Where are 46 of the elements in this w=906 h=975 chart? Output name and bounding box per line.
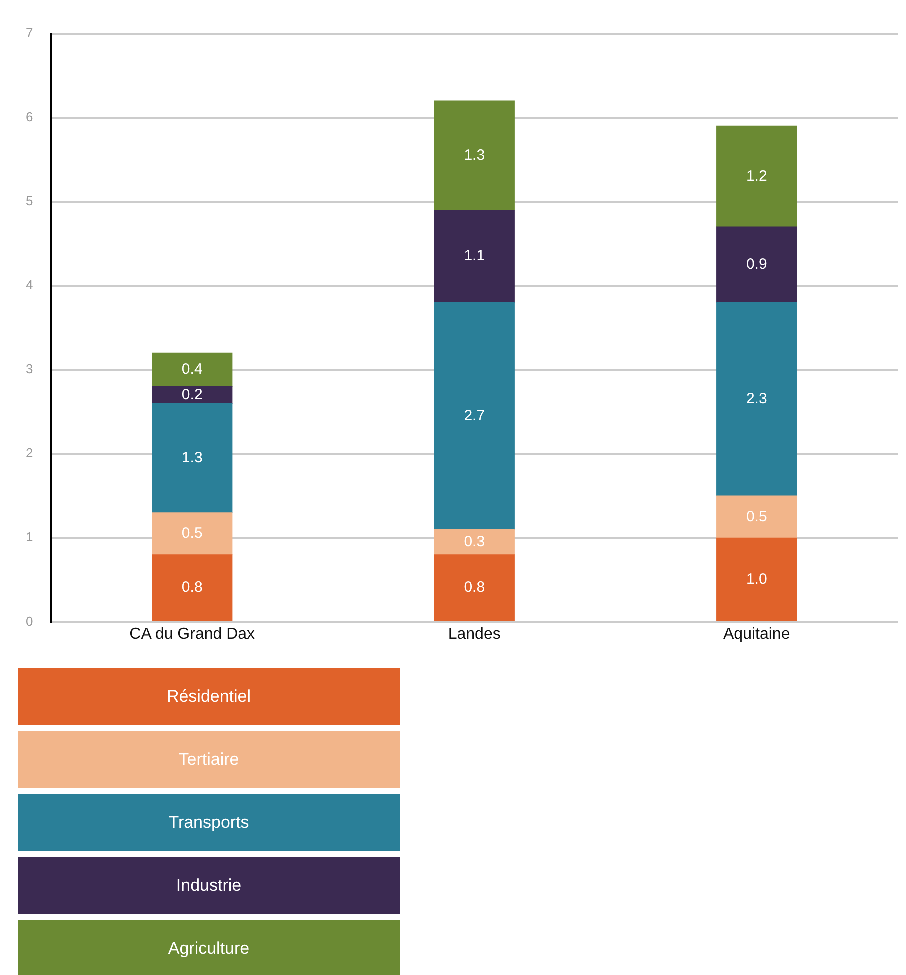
data-label: 0.5 [746, 508, 768, 526]
bar [434, 302, 515, 530]
y-tick-label: 2 [26, 446, 34, 461]
data-label: 0.4 [182, 361, 203, 378]
y-tick-label: 7 [26, 25, 34, 40]
y-tick-label: 0 [26, 614, 34, 629]
bar [716, 126, 798, 228]
y-tick-label: 4 [26, 278, 34, 293]
bar [716, 302, 798, 496]
data-label: 1.3 [182, 449, 203, 466]
bar [434, 100, 515, 211]
y-tick-label: 3 [26, 362, 34, 377]
text: Tertiaire [178, 750, 240, 770]
data-label: 0.8 [464, 579, 486, 596]
y-tick-label: 5 [26, 193, 34, 208]
bar [434, 210, 515, 304]
text: Industrie [176, 876, 242, 896]
bar [716, 538, 798, 622]
text: Transports [168, 812, 250, 832]
data-label: 2.7 [464, 407, 486, 424]
data-label: 0.5 [182, 525, 203, 542]
text: Résidentiel [166, 686, 252, 706]
data-label: 1.2 [746, 168, 768, 185]
x-tick-label: CA du Grand Dax [130, 626, 256, 644]
bar [434, 554, 515, 622]
data-label: 0.2 [182, 386, 203, 404]
bar [152, 554, 233, 622]
bar [152, 386, 233, 404]
y-tick-label: 1 [26, 530, 34, 545]
bar [434, 529, 515, 556]
bar [152, 403, 233, 514]
data-label: 1.0 [746, 570, 768, 588]
data-label: 0.9 [746, 256, 768, 274]
data-label: 1.3 [464, 146, 486, 164]
bar [716, 226, 798, 304]
bar [152, 352, 233, 388]
x-tick-label: Aquitaine [724, 626, 790, 644]
bar [152, 512, 233, 556]
text: Agriculture [168, 938, 250, 958]
data-label: 2.3 [746, 390, 768, 408]
x-tick-label: Landes [448, 626, 501, 644]
data-label: 1.1 [464, 248, 486, 265]
data-label: 0.3 [464, 533, 486, 550]
data-label: 0.8 [182, 579, 203, 596]
bar [716, 496, 798, 538]
y-tick-label: 6 [26, 109, 34, 124]
